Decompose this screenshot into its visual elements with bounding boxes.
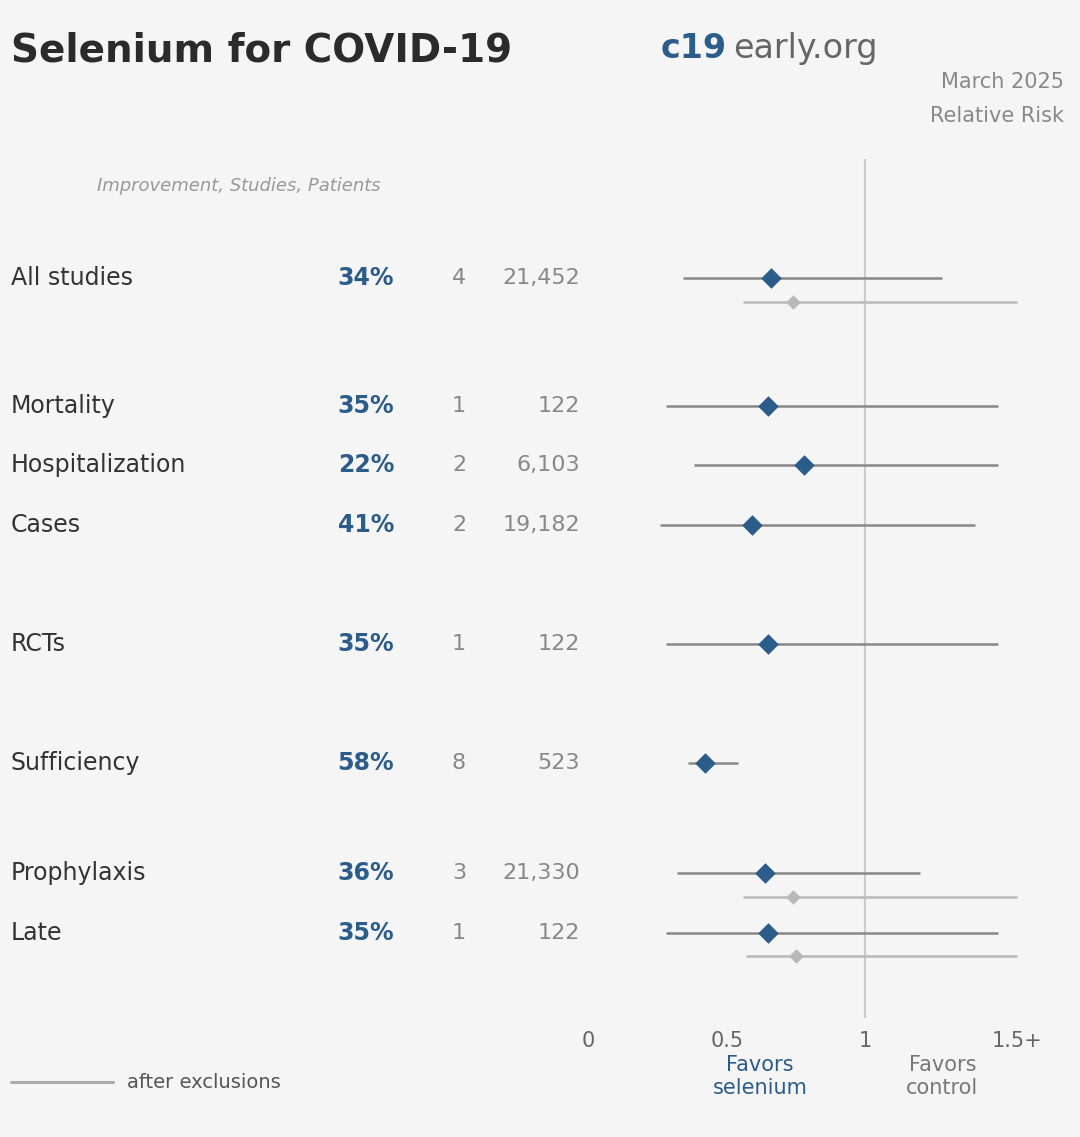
Text: 1: 1 [451,922,467,943]
Text: Mortality: Mortality [11,393,116,417]
Point [759,923,777,941]
Text: early.org: early.org [733,32,878,65]
Point [796,456,813,474]
Point [784,293,801,312]
Text: 21,330: 21,330 [502,863,580,883]
Point [757,864,774,882]
Text: 122: 122 [538,633,580,654]
Text: Favors
control: Favors control [906,1055,978,1098]
Text: 34%: 34% [338,266,394,290]
Text: after exclusions: after exclusions [127,1073,281,1092]
Point [787,947,805,965]
Text: Improvement, Studies, Patients: Improvement, Studies, Patients [97,177,381,196]
Text: c19: c19 [661,32,727,65]
Text: 19,182: 19,182 [502,515,580,534]
Text: 35%: 35% [338,632,394,656]
Text: 35%: 35% [338,393,394,417]
Text: 3: 3 [451,863,467,883]
Text: All studies: All studies [11,266,133,290]
Text: March 2025: March 2025 [941,72,1064,92]
Point [759,397,777,415]
Text: Late: Late [11,921,63,945]
Text: 22%: 22% [338,454,394,478]
Text: 1: 1 [451,396,467,416]
Text: Hospitalization: Hospitalization [11,454,186,478]
Text: RCTs: RCTs [11,632,66,656]
Point [759,634,777,653]
Point [743,515,760,533]
Point [762,269,780,288]
Text: Cases: Cases [11,513,81,537]
Text: Sufficiency: Sufficiency [11,750,140,774]
Text: 6,103: 6,103 [516,455,580,475]
Text: Relative Risk: Relative Risk [930,106,1064,126]
Text: 1: 1 [451,633,467,654]
Text: Favors
selenium: Favors selenium [713,1055,808,1098]
Text: 122: 122 [538,396,580,416]
Point [784,888,801,906]
Text: 41%: 41% [338,513,394,537]
Text: 2: 2 [451,455,467,475]
Text: 122: 122 [538,922,580,943]
Text: 21,452: 21,452 [502,268,580,288]
Text: Selenium for COVID-19: Selenium for COVID-19 [11,32,512,69]
Text: 2: 2 [451,515,467,534]
Text: Prophylaxis: Prophylaxis [11,861,146,885]
Text: 36%: 36% [338,861,394,885]
Text: 523: 523 [538,753,580,773]
Text: 35%: 35% [338,921,394,945]
Text: 4: 4 [451,268,467,288]
Point [696,754,713,772]
Text: 8: 8 [451,753,467,773]
Text: 58%: 58% [338,750,394,774]
